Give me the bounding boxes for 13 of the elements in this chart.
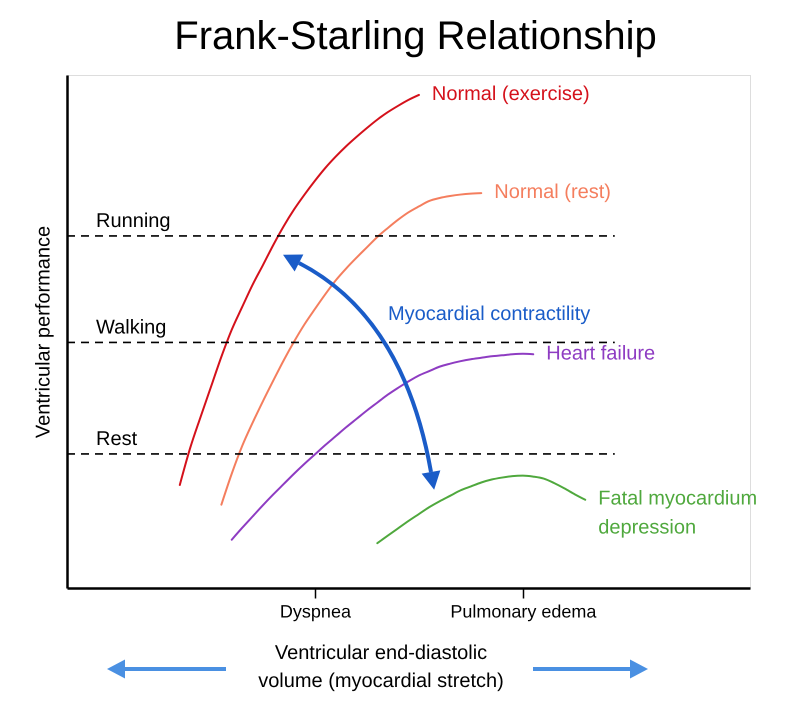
x-axis-title: Ventricular end-diastolic volume (myocardial stretch) (258, 642, 504, 692)
chart-title: Frank-Starling Relationship (174, 14, 657, 58)
series-label: Fatal myocardium depression (598, 488, 758, 539)
x-tick-label: Dyspnea (280, 602, 352, 622)
ref-line-label: Running (96, 210, 171, 232)
ref-line-label: Rest (96, 428, 138, 450)
series-label: Heart failure (546, 342, 656, 364)
ref-line-label: Walking (96, 316, 166, 338)
series-label: Normal (rest) (494, 181, 611, 204)
x-tick-label: Pulmonary edema (450, 602, 598, 622)
annotation: Myocardial contractility (388, 303, 590, 325)
series-label: Normal (exercise) (432, 82, 590, 105)
y-axis-title: Ventricular performance (32, 226, 54, 438)
